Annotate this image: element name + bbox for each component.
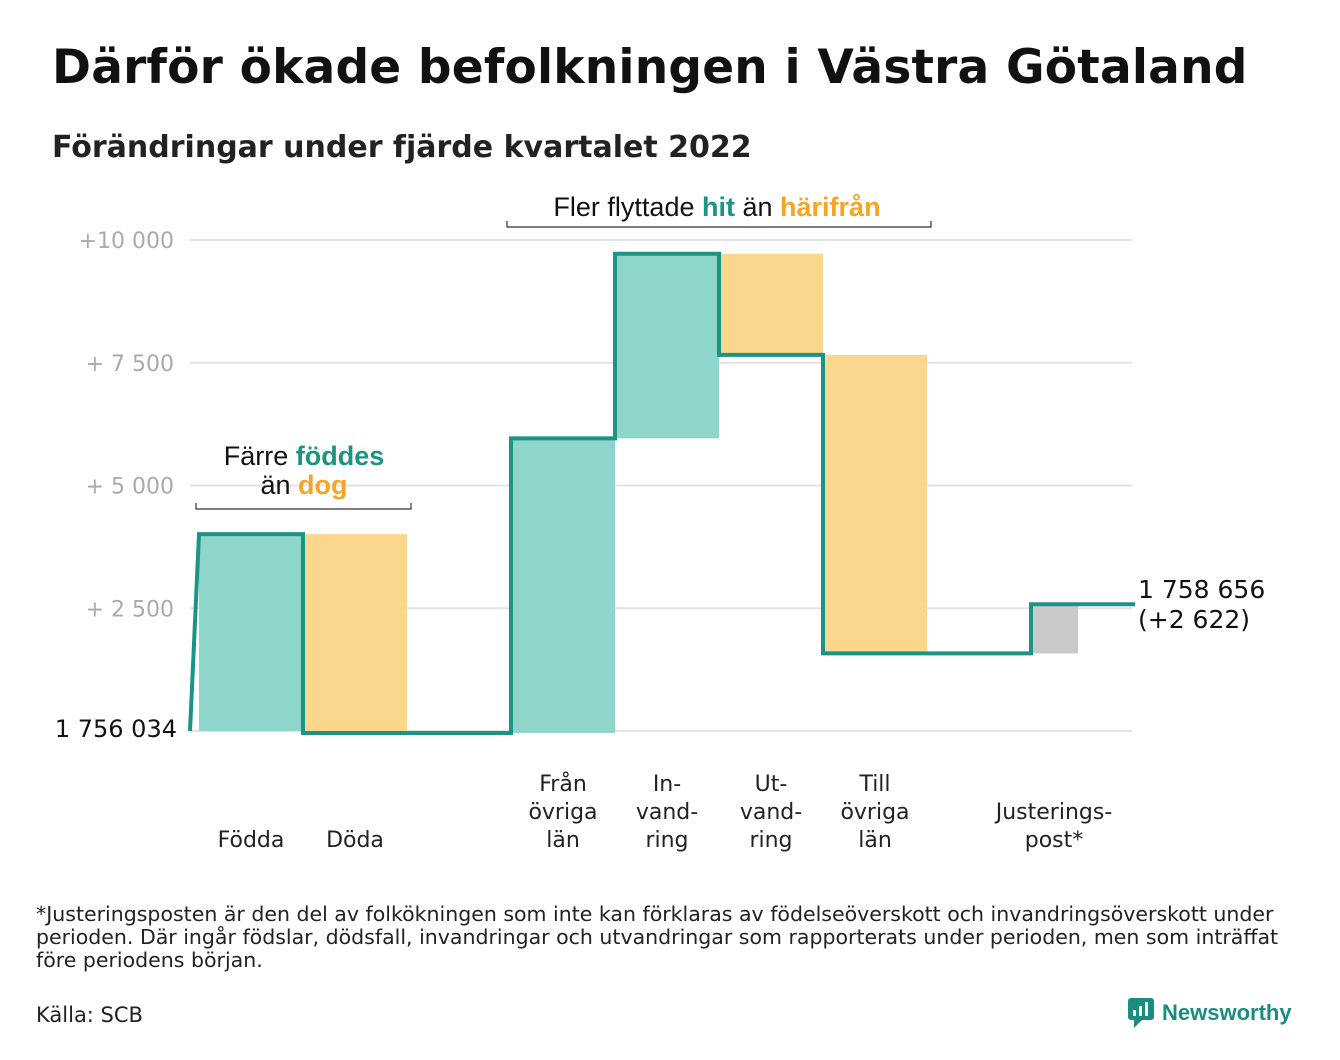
- end-value-label: 1 758 656: [1138, 575, 1265, 604]
- waterfall-bar: [719, 253, 823, 355]
- annotation-highlight-died: dog: [298, 470, 347, 500]
- brand-logo: Newsworthy: [1128, 998, 1292, 1028]
- waterfall-bar: [1031, 604, 1078, 654]
- annotation-births-line2: än dog: [260, 470, 347, 500]
- category-label: Födda: [218, 828, 285, 853]
- source-note: Källa: SCB: [36, 1003, 143, 1027]
- category-label: Döda: [326, 828, 384, 853]
- waterfall-chart: +10 000 + 7 500 + 5 000 + 2 500 Födda Döda Frå…: [55, 192, 1265, 853]
- annotation-highlight-away: härifrån: [780, 192, 881, 222]
- waterfall-bar: [511, 438, 615, 733]
- chart-subtitle: Förändringar under fjärde kvartalet 2022: [52, 130, 752, 165]
- annotation-bracket-births: [195, 503, 412, 510]
- category-label: vand-: [636, 800, 698, 825]
- category-label: Från: [539, 771, 587, 797]
- y-tick-label: + 2 500: [86, 597, 174, 622]
- footnote: *Justeringsposten är den del av folkökni…: [36, 902, 1279, 972]
- annotation-highlight-born: föddes: [296, 441, 385, 471]
- annotation-migration: Fler flyttade hit än härifrån: [553, 192, 880, 222]
- y-tick-label: + 5 000: [86, 475, 174, 500]
- bars: [199, 253, 1078, 733]
- category-label: post*: [1025, 828, 1084, 853]
- annotation-bracket-migration: [506, 221, 932, 228]
- annotation-text: Fler flyttade: [553, 192, 702, 222]
- y-tick-label: + 7 500: [86, 352, 174, 377]
- baseline-label: 1 756 034: [55, 715, 177, 743]
- step-line-group: [188, 251, 1135, 735]
- annotation-text: Färre: [224, 441, 296, 471]
- category-label: ring: [749, 828, 792, 853]
- annotation-births-line1: Färre föddes: [224, 441, 385, 471]
- waterfall-bar: [823, 354, 927, 654]
- category-label: län: [858, 828, 892, 853]
- step-line: [188, 251, 1135, 735]
- end-change-label: (+2 622): [1138, 605, 1250, 634]
- category-label: ring: [645, 828, 688, 853]
- category-label: övriga: [840, 800, 909, 825]
- y-tick-label: +10 000: [79, 229, 174, 254]
- category-label: övriga: [528, 800, 597, 825]
- waterfall-bar: [303, 534, 407, 733]
- waterfall-bar: [615, 253, 719, 439]
- category-label: län: [546, 828, 580, 853]
- category-label: Till: [858, 772, 890, 797]
- category-label: vand-: [740, 800, 802, 825]
- annotation-text: än: [735, 192, 780, 222]
- annotation-text: än: [260, 470, 298, 500]
- brand-name: Newsworthy: [1162, 1000, 1292, 1025]
- waterfall-bar: [199, 534, 303, 731]
- category-label: Ut-: [755, 772, 788, 797]
- category-label: Justerings-: [994, 800, 1113, 825]
- labels: +10 000 + 7 500 + 5 000 + 2 500 Födda Döda Frå…: [55, 192, 1265, 853]
- bar-chart-speech-icon: [1128, 998, 1154, 1028]
- chart-title: Därför ökade befolkningen i Västra Götal…: [52, 40, 1248, 95]
- category-label: In-: [653, 772, 681, 797]
- annotation-highlight-here: hit: [702, 192, 735, 222]
